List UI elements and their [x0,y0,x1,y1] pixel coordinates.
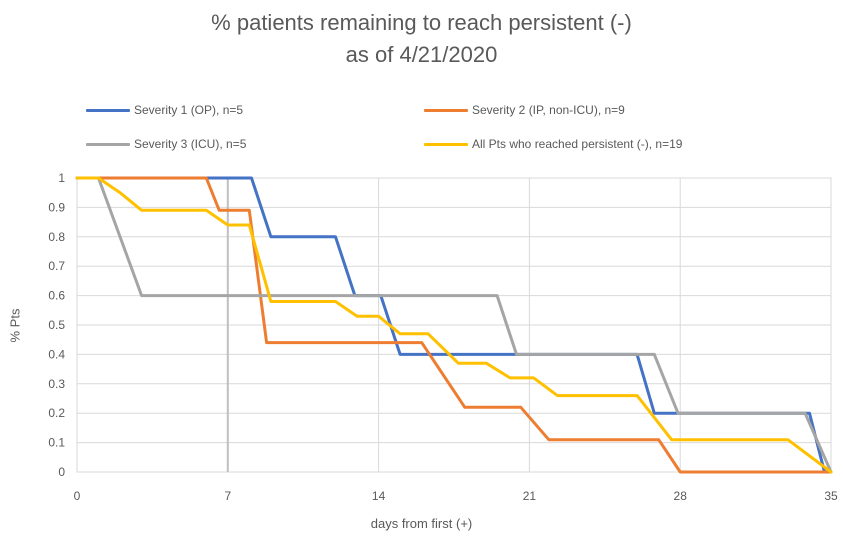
y-axis-label: % Pts [7,308,23,343]
x-tick-label: 21 [523,489,537,503]
legend-label-all-pts: All Pts who reached persistent (-), n=19 [472,137,683,151]
legend-label-severity-3: Severity 3 (ICU), n=5 [134,137,247,151]
y-tick-label: 0.7 [48,259,65,273]
y-tick-label: 0.1 [48,436,65,450]
chart-subtitle: as of 4/21/2020 [345,42,498,67]
legend-item-all-pts: All Pts who reached persistent (-), n=19 [424,137,682,151]
legend-swatch-severity-1 [86,109,130,113]
series-line-2 [75,176,833,474]
y-tick-label: 0.9 [48,200,65,214]
y-tick-label: 0.5 [48,318,65,332]
x-axis-label: days from first (+) [370,516,473,531]
legend-swatch-severity-3 [86,143,130,147]
x-axis-ticks: 0 7 14 21 28 35 [74,489,838,503]
y-axis-ticks: 0 0.1 0.2 0.3 0.4 0.5 0.6 0.7 0.8 0.9 1 [48,171,65,479]
series-line-3 [75,176,833,474]
x-tick-label: 28 [674,489,688,503]
y-tick-label: 0.8 [48,230,65,244]
legend-label-severity-1: Severity 1 (OP), n=5 [134,103,244,117]
y-tick-label: 0.4 [48,347,65,361]
chart-grid [76,177,832,473]
legend-label-severity-2: Severity 2 (IP, non-ICU), n=9 [472,103,625,117]
x-tick-label: 35 [824,489,838,503]
legend-item-severity-3: Severity 3 (ICU), n=5 [86,137,246,151]
y-tick-label: 1 [58,171,65,185]
legend-item-severity-2: Severity 2 (IP, non-ICU), n=9 [424,103,625,117]
chart-series [75,176,833,474]
y-tick-label: 0 [58,465,65,479]
x-tick-label: 0 [74,489,81,503]
y-tick-label: 0.3 [48,377,65,391]
legend-item-severity-1: Severity 1 (OP), n=5 [86,103,243,117]
chart-title: % patients remaining to reach persistent… [211,10,632,35]
legend-swatch-severity-2 [424,109,468,113]
y-tick-label: 0.6 [48,289,65,303]
x-tick-label: 14 [372,489,386,503]
series-line-4 [75,176,833,474]
plot-border [76,177,832,473]
y-tick-label: 0.2 [48,406,65,420]
legend-swatch-all-pts [424,143,468,147]
x-tick-label: 7 [224,489,231,503]
